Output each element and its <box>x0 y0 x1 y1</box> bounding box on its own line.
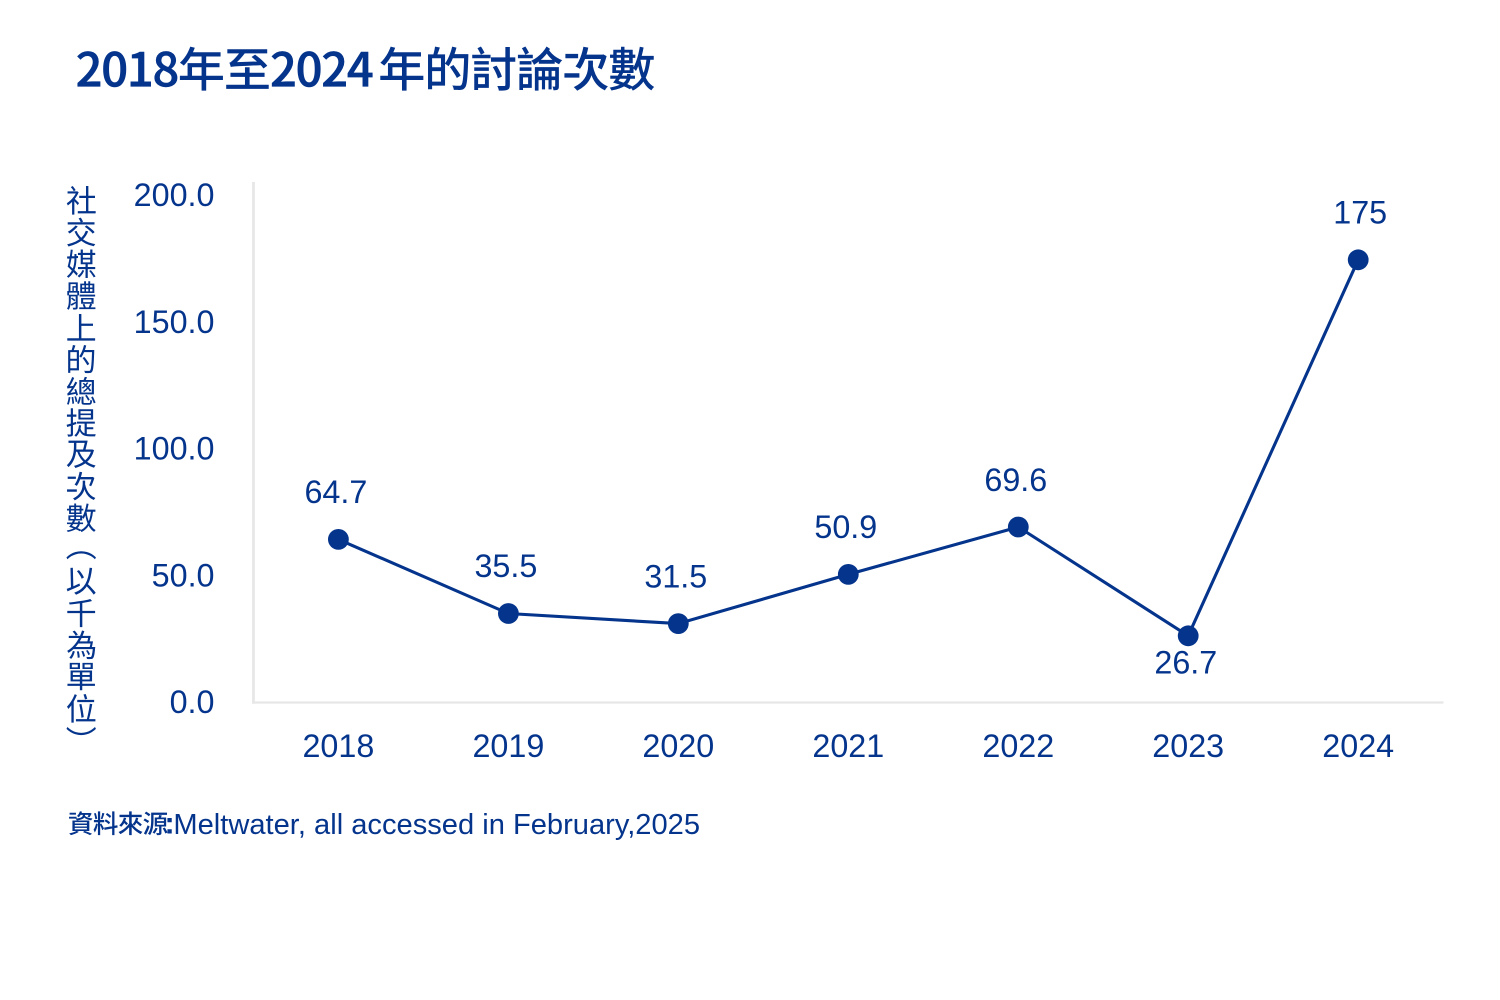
svg-text:Meltwater, all accessed in Feb: Meltwater, all accessed in February,2025 <box>173 809 700 841</box>
svg-text:2024: 2024 <box>1322 728 1394 764</box>
svg-text:50.0: 50.0 <box>152 557 215 593</box>
svg-text:50.9: 50.9 <box>814 509 877 545</box>
svg-text:2023: 2023 <box>1152 728 1224 764</box>
svg-text:35.5: 35.5 <box>474 548 537 584</box>
svg-text:2018: 2018 <box>302 728 374 764</box>
svg-text:2021: 2021 <box>812 728 884 764</box>
svg-text:100.0: 100.0 <box>134 431 215 467</box>
svg-text:2022: 2022 <box>982 728 1054 764</box>
svg-text:200.0: 200.0 <box>134 177 215 213</box>
svg-text:2019: 2019 <box>472 728 544 764</box>
svg-text:150.0: 150.0 <box>134 304 215 340</box>
svg-text:26.7: 26.7 <box>1154 645 1217 681</box>
svg-text::: : <box>165 807 175 841</box>
svg-text:64.7: 64.7 <box>304 474 367 510</box>
svg-text:69.6: 69.6 <box>984 462 1047 498</box>
svg-text:0.0: 0.0 <box>170 684 215 720</box>
svg-text:31.5: 31.5 <box>644 558 707 594</box>
svg-text:175: 175 <box>1333 195 1387 231</box>
svg-text:2020: 2020 <box>642 728 714 764</box>
